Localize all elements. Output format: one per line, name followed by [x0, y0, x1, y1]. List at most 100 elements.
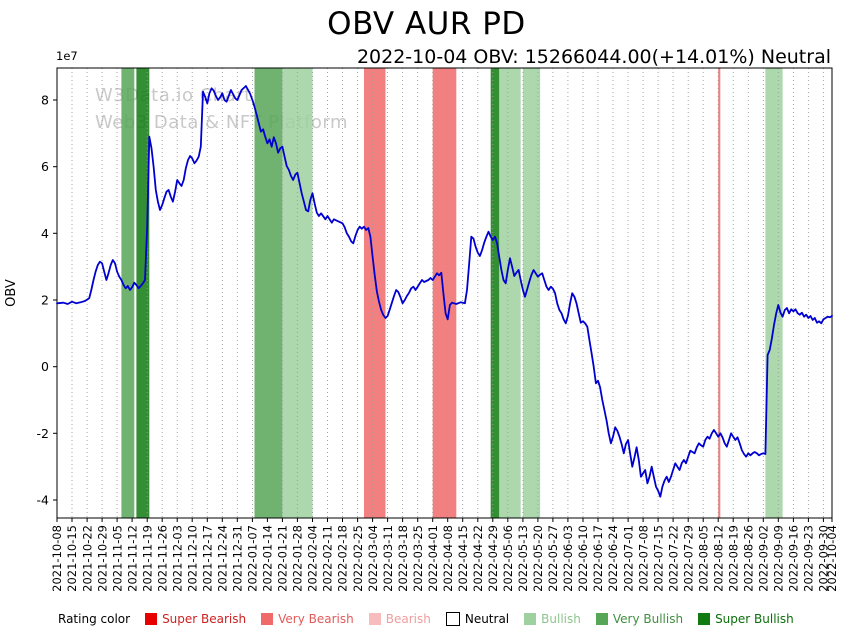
- rating-band-bullish: [499, 68, 521, 518]
- x-tick-label: 2022-07-01: [621, 525, 635, 592]
- x-tick-label: 2022-04-01: [426, 525, 440, 592]
- x-tick-label: 2022-04-15: [456, 525, 470, 592]
- x-tick-label: 2022-09-23: [802, 525, 816, 592]
- y-axis-label: OBV: [4, 279, 19, 307]
- x-tick-label: 2021-12-31: [231, 525, 245, 592]
- x-tick-label: 2021-10-29: [95, 525, 109, 592]
- x-tick-label: 2022-07-15: [651, 525, 665, 592]
- y-tick-label: 8: [41, 93, 49, 108]
- rating-legend: Rating color Super Bearish Very Bearish Be…: [58, 612, 794, 626]
- legend-title: Rating color: [58, 612, 131, 626]
- x-tick-label: 2022-02-11: [321, 525, 335, 592]
- legend-item-neutral: Neutral: [445, 612, 510, 626]
- legend-label-bullish: Bullish: [541, 612, 581, 626]
- chart-subtitle: 2022-10-04 OBV: 15266044.00(+14.01%) Neu…: [356, 46, 831, 68]
- x-tick-label: 2022-10-04: [825, 525, 839, 592]
- plot-border: [56, 67, 833, 519]
- rating-band-very-bearish: [364, 68, 386, 518]
- x-tick-label: 2022-07-22: [666, 525, 680, 592]
- x-tick-label: 2021-10-22: [80, 525, 94, 592]
- y-tick-label: 4: [41, 226, 49, 241]
- x-tick-label: 2022-01-14: [261, 525, 275, 592]
- x-tick-label: 2022-02-18: [336, 525, 350, 592]
- x-tick-label: 2022-09-16: [787, 525, 801, 592]
- x-tick-label: 2021-11-12: [125, 525, 139, 592]
- legend-swatch-super-bullish: [698, 613, 711, 625]
- x-tick-label: 2022-08-12: [711, 525, 725, 592]
- x-tick-label: 2022-01-28: [291, 525, 305, 592]
- x-tick-label: 2021-10-15: [65, 525, 79, 592]
- x-tick-label: 2022-05-20: [531, 525, 545, 592]
- legend-label-super-bearish: Super Bearish: [162, 612, 247, 626]
- legend-item-super-bearish: Super Bearish: [145, 612, 246, 626]
- x-tick-label: 2022-04-29: [486, 525, 500, 592]
- rating-band-very-bullish: [254, 68, 283, 518]
- obv-line: [56, 85, 833, 498]
- x-tick-label: 2022-01-21: [276, 525, 290, 592]
- legend-swatch-neutral: [445, 612, 460, 626]
- rating-band-bullish: [765, 68, 783, 518]
- legend-item-bearish: Bearish: [368, 612, 431, 626]
- x-tick-label: 2022-08-19: [726, 525, 740, 592]
- x-tick-label: 2022-09-02: [757, 525, 771, 592]
- x-tick-label: 2021-10-08: [50, 525, 64, 592]
- x-tick-label: 2022-06-17: [591, 525, 605, 592]
- x-tick-label: 2022-02-25: [351, 525, 365, 592]
- x-tick-label: 2022-05-13: [516, 525, 530, 592]
- legend-label-very-bullish: Very Bullish: [612, 612, 684, 626]
- x-tick-label: 2022-04-08: [441, 525, 455, 592]
- x-tick-label: 2021-12-03: [170, 525, 184, 592]
- legend-item-super-bullish: Super Bullish: [698, 612, 794, 626]
- x-tick-label: 2022-07-29: [681, 525, 695, 592]
- x-tick-label: 2022-08-26: [742, 525, 756, 592]
- x-tick-label: 2022-06-24: [606, 525, 620, 592]
- rating-band-very-bullish: [121, 68, 135, 518]
- x-tick-label: 2022-05-27: [546, 525, 560, 592]
- legend-item-very-bearish: Very Bearish: [261, 612, 354, 626]
- page-title: OBV AUR PD: [327, 6, 526, 42]
- y-tick-label: 6: [41, 159, 49, 174]
- x-tick-label: 2022-08-05: [696, 525, 710, 592]
- x-tick-label: 2022-03-25: [411, 525, 425, 592]
- x-tick-label: 2021-12-17: [201, 525, 215, 592]
- x-tick-label: 2021-12-24: [216, 525, 230, 592]
- legend-label-super-bullish: Super Bullish: [715, 612, 794, 626]
- legend-label-very-bearish: Very Bearish: [278, 612, 354, 626]
- x-tick-label: 2022-02-04: [306, 525, 320, 592]
- legend-swatch-very-bullish: [595, 613, 608, 625]
- x-tick-label: 2022-03-04: [366, 525, 380, 592]
- x-tick-label: 2022-03-11: [381, 525, 395, 592]
- x-tick-label: 2022-03-18: [396, 525, 410, 592]
- y-tick-label: -4: [37, 493, 50, 508]
- y-tick-label: -2: [37, 426, 49, 441]
- legend-swatch-very-bearish: [261, 613, 274, 625]
- x-tick-label: 2022-07-08: [636, 525, 650, 592]
- x-tick-label: 2021-11-19: [140, 525, 154, 592]
- x-tick-label: 2022-06-10: [576, 525, 590, 592]
- y-tick-label: 0: [41, 359, 49, 374]
- legend-swatch-super-bearish: [145, 613, 158, 625]
- x-tick-label: 2021-11-05: [110, 525, 124, 592]
- x-tick-label: 2022-06-03: [561, 525, 575, 592]
- x-tick-label: 2022-09-30: [817, 525, 831, 592]
- legend-swatch-bearish: [368, 613, 381, 625]
- x-tick-label: 2022-01-07: [246, 525, 260, 592]
- y-tick-label: 2: [41, 293, 49, 308]
- x-tick-label: 2022-04-22: [471, 525, 485, 592]
- x-tick-label: 2021-12-10: [185, 525, 199, 592]
- x-tick-label: 2022-09-09: [772, 525, 786, 592]
- x-tick-label: 2021-11-26: [155, 525, 169, 592]
- rating-band-bullish: [522, 68, 541, 518]
- legend-item-very-bullish: Very Bullish: [595, 612, 684, 626]
- rating-band-very-bearish: [432, 68, 457, 518]
- rating-band-super-bullish: [490, 68, 500, 518]
- legend-swatch-bullish: [524, 613, 537, 625]
- rating-band-very-bearish: [718, 68, 721, 518]
- x-tick-label: 2022-05-06: [501, 525, 515, 592]
- legend-item-bullish: Bullish: [524, 612, 581, 626]
- legend-label-bearish: Bearish: [385, 612, 431, 626]
- legend-label-neutral: Neutral: [464, 612, 510, 626]
- y-axis-offset-label: 1e7: [56, 49, 78, 63]
